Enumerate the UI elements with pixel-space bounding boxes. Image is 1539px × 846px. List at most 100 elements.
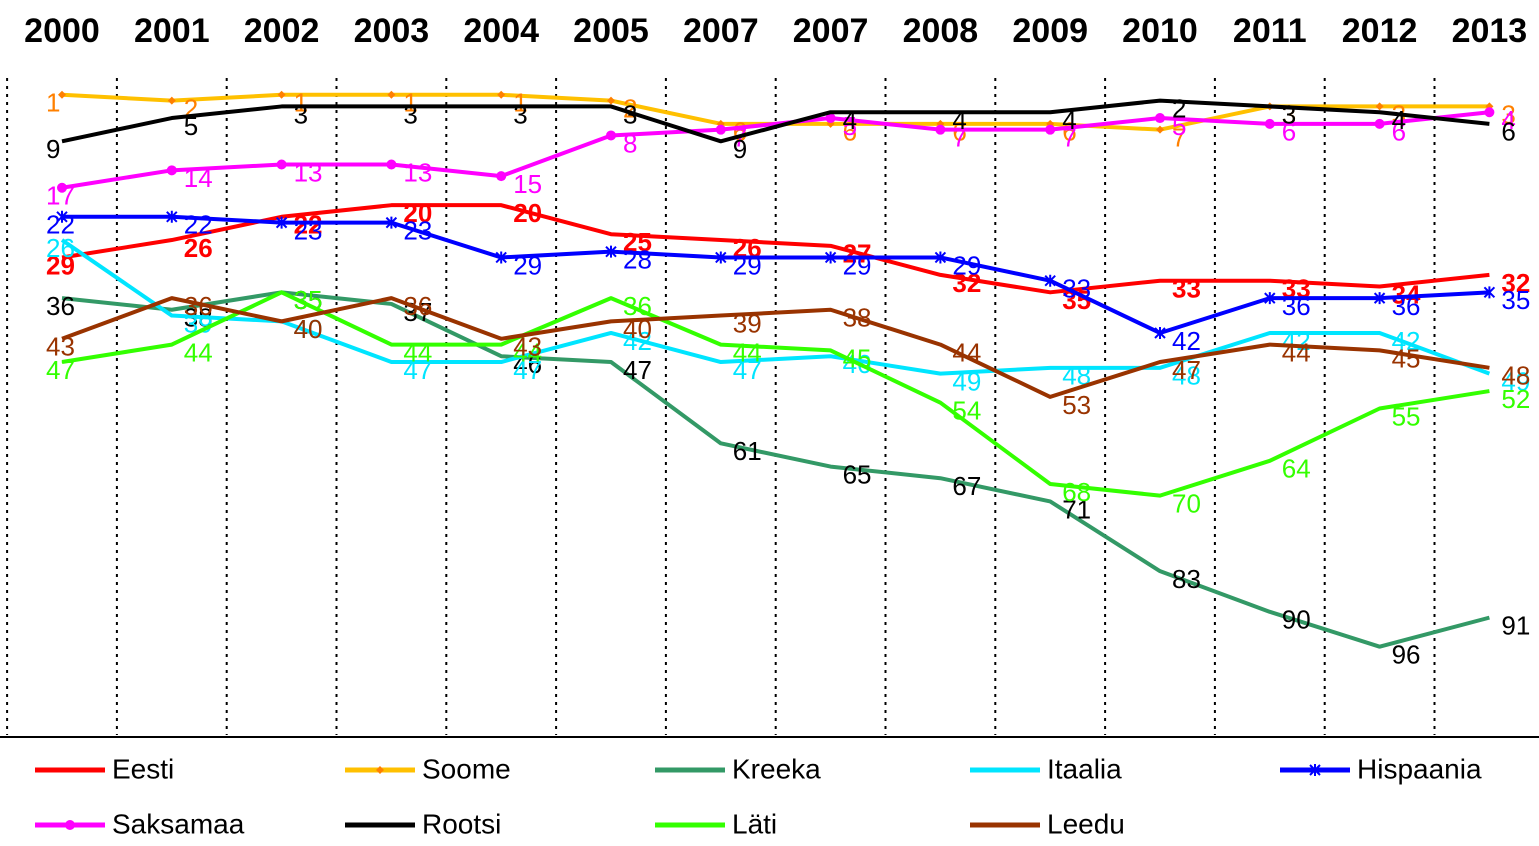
data-label: 6 [1392,117,1406,147]
marker [1045,124,1056,135]
x-tick-label: 2012 [1342,12,1418,50]
data-label: 55 [1392,401,1421,431]
x-tick-label: 2005 [573,12,649,50]
legend-label: Rootsi [422,808,501,839]
series-line [61,110,1490,190]
series-line [61,203,1490,295]
data-label: 44 [184,337,213,367]
data-label: 14 [184,163,213,193]
marker [1309,764,1321,776]
data-label: 20 [403,198,432,228]
marker [57,182,67,193]
data-label: 32 [1501,268,1530,298]
data-label: 91 [1501,611,1530,641]
data-label: 67 [952,471,981,501]
data-label: 96 [1392,640,1421,670]
data-label: 32 [952,268,981,298]
marker [935,124,946,135]
marker [167,96,176,105]
data-label: 3 [1282,99,1296,129]
data-label: 33 [1062,274,1091,304]
data-label: 6 [733,117,747,147]
data-label: 48 [1501,361,1530,391]
marker [387,90,396,99]
data-label: 53 [1062,390,1091,420]
data-label: 29 [513,250,542,280]
x-tick-label: 2000 [24,12,100,50]
data-label: 4 [843,105,857,135]
data-label: 4 [1392,105,1406,135]
data-label: 5 [184,111,198,141]
legend-label: Saksamaa [112,808,245,839]
marker [166,210,178,223]
marker [1156,125,1164,134]
marker [605,245,617,258]
data-label: 27 [843,239,872,269]
data-label: 44 [513,337,542,367]
data-label: 47 [403,355,432,385]
marker [715,251,727,264]
data-label: 26 [46,233,75,263]
data-label: 42 [1172,326,1201,356]
data-label: 6 [1282,117,1296,147]
data-label: 13 [403,157,432,187]
x-tick-label: 2011 [1233,12,1307,50]
marker [1483,286,1496,299]
marker [824,251,837,264]
data-label: 2 [1172,93,1186,123]
data-label: 6 [952,117,966,147]
data-label: 5 [843,111,857,141]
marker [1373,292,1386,305]
marker [1484,107,1495,118]
marker [1264,118,1275,129]
marker [606,130,616,141]
legend-label: Eesti [112,753,174,784]
data-label: 90 [1282,605,1311,635]
data-label: 47 [513,355,542,385]
data-label: 39 [733,308,762,338]
data-label: 4 [1501,105,1515,135]
data-label: 22 [184,210,213,240]
data-label: 42 [1392,326,1421,356]
marker [58,90,66,99]
series-line [62,214,1490,335]
series-line [61,290,1490,649]
data-label: 43 [46,332,75,362]
data-label: 29 [952,250,981,280]
data-label: 1 [403,88,417,118]
marker [1044,274,1056,287]
marker [376,766,384,774]
data-label: 43 [513,332,542,362]
marker [385,216,398,229]
data-label: 6 [1501,117,1515,147]
data-label: 36 [1282,291,1311,321]
x-tick-label: 2009 [1012,12,1088,50]
data-label: 44 [403,337,432,367]
data-label: 3 [1501,99,1515,129]
data-label: 47 [46,355,75,385]
data-label: 15 [513,169,542,199]
x-tick-label: 2008 [903,12,979,50]
marker [277,90,286,99]
series-line [61,296,1490,399]
data-label: 5 [1172,111,1186,141]
data-label: 6 [843,117,857,147]
legend-label: Kreeka [732,753,821,784]
legend-label: Hispaania [1357,753,1482,784]
data-label: 6 [1062,117,1076,147]
data-label: 36 [403,291,432,321]
marker [1155,113,1165,124]
x-tick-label: 2003 [354,12,430,50]
data-label: 40 [623,314,652,344]
data-label: 42 [1282,326,1311,356]
data-label: 47 [1172,355,1201,385]
x-tick-label: 2013 [1452,12,1528,50]
legend-label: Itaalia [1047,753,1122,784]
data-label: 36 [1392,291,1421,321]
marker [497,90,506,99]
data-label: 33 [1172,274,1201,304]
marker [934,251,947,264]
